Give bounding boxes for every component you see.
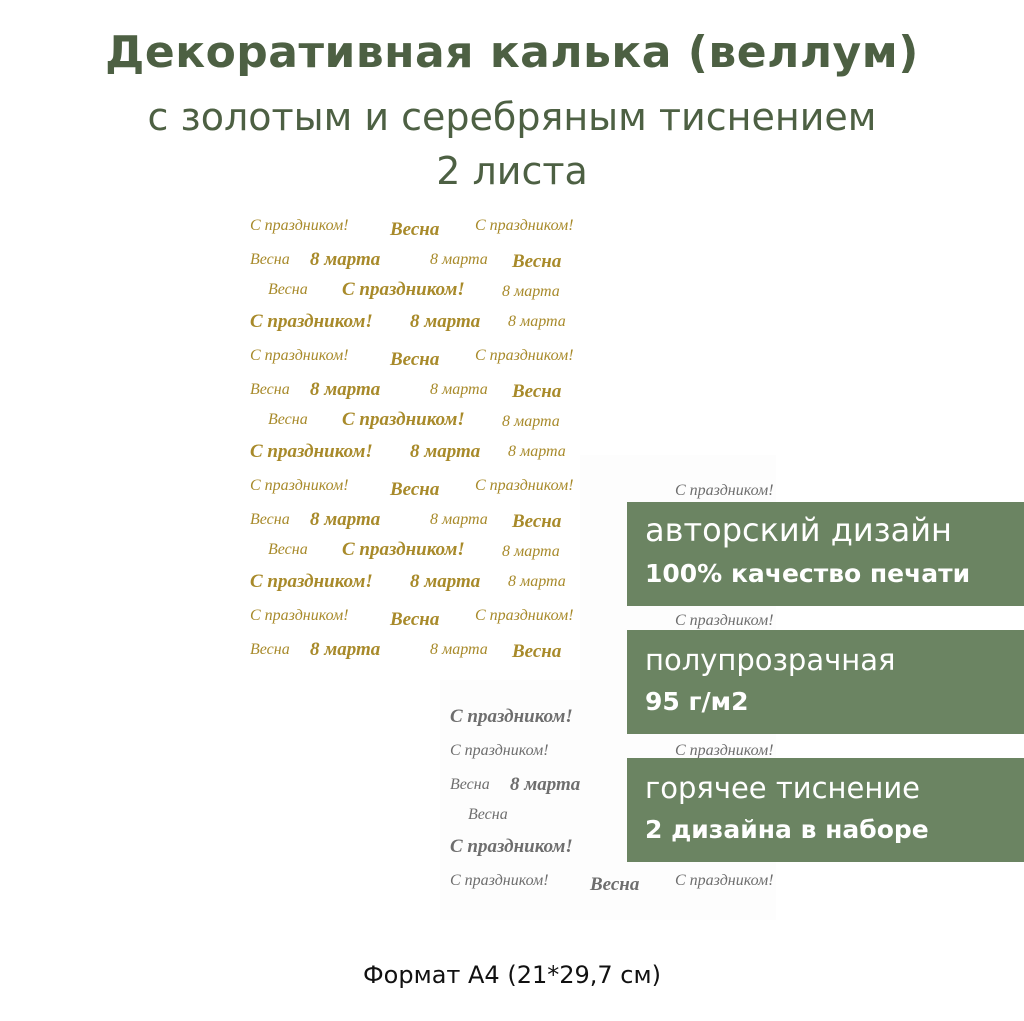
embossed-text-greeting: С праздником!	[475, 347, 574, 364]
embossed-text-greeting: С праздником!	[475, 607, 574, 624]
badge-line1: авторский дизайн	[645, 511, 952, 549]
badge-line1: полупрозрачная	[645, 643, 896, 677]
embossed-text-spring: Весна	[250, 641, 290, 658]
product-title: Декоративная калька (веллум)	[105, 27, 919, 78]
embossed-text-spring: Весна	[268, 411, 308, 428]
badge-line2: 95 г/м2	[645, 687, 749, 716]
embossed-text-spring: Весна	[250, 511, 290, 528]
feature-badge-density: полупрозрачная 95 г/м2	[627, 630, 1024, 734]
embossed-text-spring: Весна	[512, 251, 562, 272]
embossed-text-greeting: С праздником!	[342, 409, 465, 430]
embossed-text-greeting: С праздником!	[475, 477, 574, 494]
badge-line2: 2 дизайна в наборе	[645, 815, 929, 844]
badge-line1: горячее тиснение	[645, 771, 921, 805]
embossed-text-march8: 8 марта	[310, 509, 381, 530]
embossed-text-march8: 8 марта	[310, 379, 381, 400]
embossed-text-greeting: С праздником!	[675, 872, 774, 889]
embossed-text-greeting: С праздником!	[475, 217, 574, 234]
embossed-text-spring: Весна	[390, 219, 440, 240]
embossed-text-march8: 8 марта	[502, 543, 560, 560]
badge-line2: 100% качество печати	[645, 559, 971, 588]
embossed-text-greeting: С праздником!	[250, 571, 373, 592]
embossed-text-march8: 8 марта	[310, 249, 381, 270]
embossed-text-greeting: С праздником!	[675, 742, 774, 759]
embossed-text-march8: 8 марта	[508, 443, 566, 460]
embossed-text-greeting: С праздником!	[450, 872, 549, 889]
embossed-text-greeting: С праздником!	[250, 217, 349, 234]
embossed-text-spring: Весна	[390, 479, 440, 500]
embossed-text-spring: Весна	[512, 381, 562, 402]
embossed-text-spring: Весна	[512, 641, 562, 662]
format-label: Формат А4 (21*29,7 см)	[363, 961, 661, 989]
embossed-text-march8: 8 марта	[508, 573, 566, 590]
embossed-text-greeting: С праздником!	[250, 347, 349, 364]
embossed-text-march8: 8 марта	[430, 511, 488, 528]
embossed-text-march8: 8 марта	[502, 413, 560, 430]
embossed-text-greeting: С праздником!	[250, 311, 373, 332]
embossed-text-march8: 8 марта	[430, 251, 488, 268]
embossed-text-greeting: С праздником!	[675, 482, 774, 499]
feature-badge-design: авторский дизайн 100% качество печати	[627, 502, 1024, 606]
embossed-text-spring: Весна	[590, 874, 640, 895]
embossed-text-spring: Весна	[250, 251, 290, 268]
embossed-text-spring: Весна	[390, 609, 440, 630]
gold-vellum-sheet: С праздником! Весна С праздником! Весна 8 ма…	[240, 210, 580, 680]
embossed-text-greeting: С праздником!	[342, 539, 465, 560]
embossed-text-march8: 8 марта	[430, 381, 488, 398]
embossed-text-greeting: С праздником!	[250, 477, 349, 494]
embossed-text-march8: 8 марта	[410, 571, 481, 592]
embossed-text-spring: Весна	[268, 541, 308, 558]
embossed-text-spring: Весна	[250, 381, 290, 398]
embossed-text-march8: 8 марта	[508, 313, 566, 330]
embossed-text-march8: 8 марта	[410, 441, 481, 462]
embossed-text-spring: Весна	[468, 806, 508, 823]
embossed-text-spring: Весна	[268, 281, 308, 298]
embossed-text-greeting: С праздником!	[450, 706, 573, 727]
embossed-text-march8: 8 марта	[410, 311, 481, 332]
embossed-text-march8: 8 марта	[502, 283, 560, 300]
embossed-text-greeting: С праздником!	[250, 441, 373, 462]
embossed-text-spring: Весна	[390, 349, 440, 370]
embossed-text-greeting: С праздником!	[250, 607, 349, 624]
feature-badge-embossing: горячее тиснение 2 дизайна в наборе	[627, 758, 1024, 862]
embossed-text-march8: 8 марта	[310, 639, 381, 660]
embossed-text-spring: Весна	[512, 511, 562, 532]
sheet-count: 2 листа	[436, 149, 588, 193]
embossed-text-greeting: С праздником!	[342, 279, 465, 300]
embossed-text-spring: Весна	[450, 776, 490, 793]
embossed-text-greeting: С праздником!	[450, 836, 573, 857]
product-subtitle: с золотым и серебряным тиснением	[147, 95, 877, 139]
embossed-text-greeting: С праздником!	[450, 742, 549, 759]
embossed-text-greeting: С праздником!	[675, 612, 774, 629]
embossed-text-march8: 8 марта	[510, 774, 581, 795]
embossed-text-march8: 8 марта	[430, 641, 488, 658]
